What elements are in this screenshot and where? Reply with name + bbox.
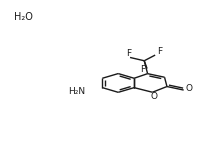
- Text: F: F: [126, 49, 131, 58]
- Text: F: F: [140, 65, 145, 74]
- Text: H₂O: H₂O: [14, 12, 33, 22]
- Text: F: F: [157, 47, 162, 56]
- Text: O: O: [150, 92, 157, 101]
- Text: O: O: [185, 84, 192, 93]
- Text: H₂N: H₂N: [68, 87, 85, 96]
